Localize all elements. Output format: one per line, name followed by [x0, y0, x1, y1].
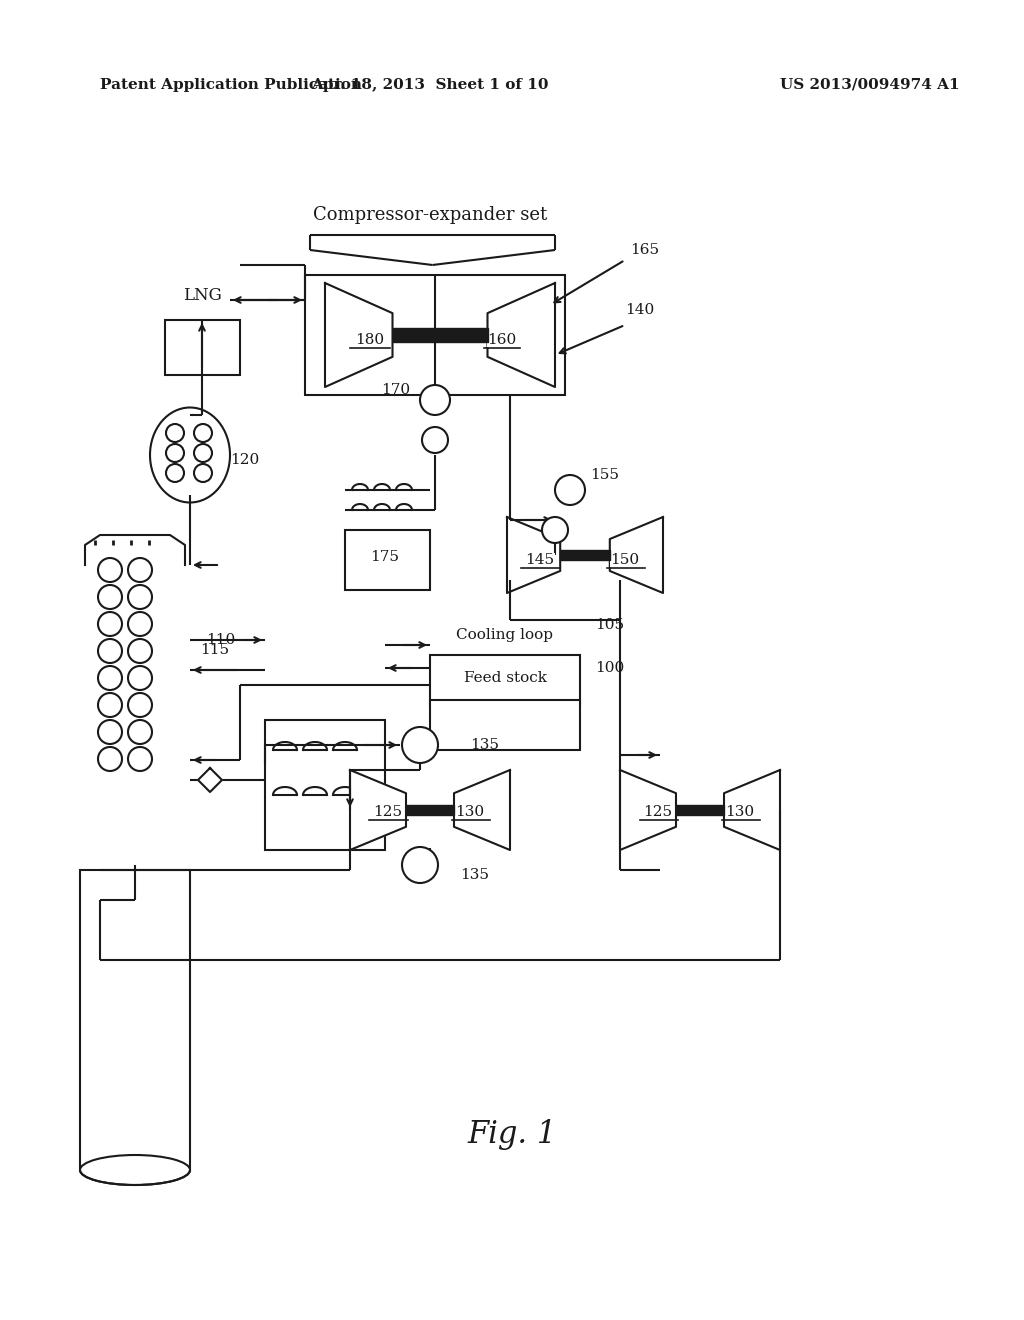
Polygon shape [724, 770, 780, 850]
Circle shape [402, 727, 438, 763]
Circle shape [98, 747, 122, 771]
Text: Cooling loop: Cooling loop [457, 628, 554, 642]
Circle shape [98, 585, 122, 609]
Circle shape [98, 612, 122, 636]
Circle shape [128, 693, 152, 717]
Text: 155: 155 [590, 469, 618, 482]
Polygon shape [454, 770, 510, 850]
Ellipse shape [150, 408, 230, 503]
Polygon shape [620, 770, 676, 850]
Bar [80, 870, 190, 1170]
Text: 145: 145 [525, 553, 555, 568]
Ellipse shape [80, 1155, 190, 1185]
Text: Patent Application Publication: Patent Application Publication [100, 78, 362, 92]
Circle shape [194, 424, 212, 442]
Bar [165, 319, 240, 375]
Circle shape [98, 639, 122, 663]
Text: 130: 130 [725, 805, 755, 818]
Text: 175: 175 [371, 550, 399, 564]
Text: 110: 110 [206, 634, 234, 647]
Text: 165: 165 [630, 243, 659, 257]
Circle shape [98, 558, 122, 582]
Circle shape [166, 465, 184, 482]
Text: 100: 100 [595, 661, 625, 675]
Text: 170: 170 [381, 383, 410, 397]
Text: Fig. 1: Fig. 1 [467, 1119, 557, 1151]
Circle shape [422, 426, 449, 453]
Text: 125: 125 [374, 805, 402, 818]
Bar [676, 805, 724, 814]
Text: 120: 120 [230, 453, 259, 467]
Bar [430, 700, 580, 750]
Text: 180: 180 [355, 333, 385, 347]
Polygon shape [507, 517, 560, 593]
Polygon shape [325, 282, 392, 387]
Circle shape [128, 639, 152, 663]
Circle shape [542, 517, 568, 543]
Bar [265, 719, 385, 850]
Circle shape [402, 847, 438, 883]
Polygon shape [487, 282, 555, 387]
Text: 125: 125 [643, 805, 673, 818]
Circle shape [98, 667, 122, 690]
Bar [406, 805, 454, 814]
Circle shape [555, 475, 585, 506]
Text: 105: 105 [595, 618, 624, 632]
Circle shape [128, 612, 152, 636]
Circle shape [166, 424, 184, 442]
Circle shape [128, 747, 152, 771]
Circle shape [194, 444, 212, 462]
Text: 130: 130 [456, 805, 484, 818]
Text: LNG: LNG [183, 286, 222, 304]
Text: Apr. 18, 2013  Sheet 1 of 10: Apr. 18, 2013 Sheet 1 of 10 [311, 78, 549, 92]
Circle shape [166, 444, 184, 462]
Circle shape [128, 585, 152, 609]
Bar [430, 655, 580, 705]
Circle shape [194, 465, 212, 482]
Circle shape [98, 719, 122, 744]
Text: 150: 150 [610, 553, 640, 568]
Bar [560, 550, 610, 560]
Polygon shape [610, 517, 663, 593]
Circle shape [128, 558, 152, 582]
Text: Compressor-expander set: Compressor-expander set [313, 206, 547, 224]
Text: 135: 135 [460, 869, 489, 882]
Circle shape [128, 667, 152, 690]
Circle shape [98, 693, 122, 717]
Polygon shape [350, 770, 406, 850]
Polygon shape [198, 768, 222, 792]
Bar [392, 327, 487, 342]
Bar [345, 531, 430, 590]
Text: 135: 135 [470, 738, 499, 752]
Circle shape [128, 719, 152, 744]
Bar [305, 275, 565, 395]
Text: 115: 115 [200, 643, 229, 657]
Text: 140: 140 [625, 304, 654, 317]
Text: Feed stock: Feed stock [464, 671, 547, 685]
Text: 160: 160 [487, 333, 517, 347]
Circle shape [420, 385, 450, 414]
Text: US 2013/0094974 A1: US 2013/0094974 A1 [780, 78, 959, 92]
